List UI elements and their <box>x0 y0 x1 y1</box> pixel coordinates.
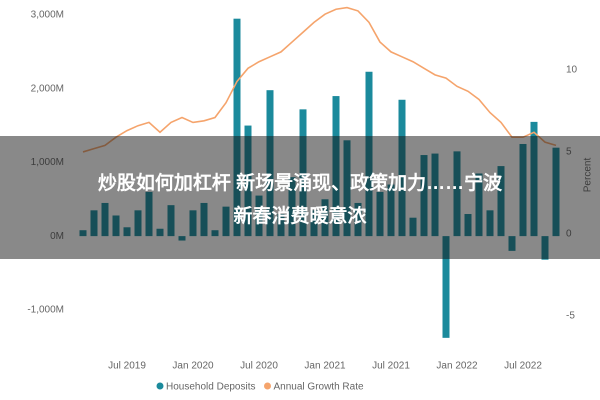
x-tick-label: Jan 2021 <box>304 361 346 372</box>
x-tick-label: Jan 2022 <box>436 361 478 372</box>
x-tick-label: Jul 2021 <box>372 361 410 372</box>
legend-marker <box>264 382 271 390</box>
bar <box>442 236 450 338</box>
x-tick-label: Jul 2020 <box>240 361 278 372</box>
bar <box>233 18 241 237</box>
legend-label: Household Deposits <box>166 382 256 393</box>
y-tick-label: 3,000M <box>31 10 64 21</box>
y2-tick-label: -5 <box>566 311 575 322</box>
x-tick-label: Jul 2022 <box>504 361 542 372</box>
y-tick-label: 2,000M <box>31 83 64 94</box>
legend-label: Annual Growth Rate <box>274 382 364 393</box>
x-tick-label: Jul 2019 <box>108 361 146 372</box>
banner-title: 炒股如何加杠杆 新场景涌现、政策加力……宁波 <box>98 171 503 194</box>
y2-tick-label: 10 <box>566 65 578 76</box>
legend-marker <box>156 382 164 390</box>
banner-title: 新春消费暖意浓 <box>233 204 367 227</box>
banner <box>0 136 600 259</box>
growth-line <box>82 6 557 153</box>
y-tick-label: -1,000M <box>27 304 64 315</box>
x-tick-label: Jan 2020 <box>172 361 214 372</box>
